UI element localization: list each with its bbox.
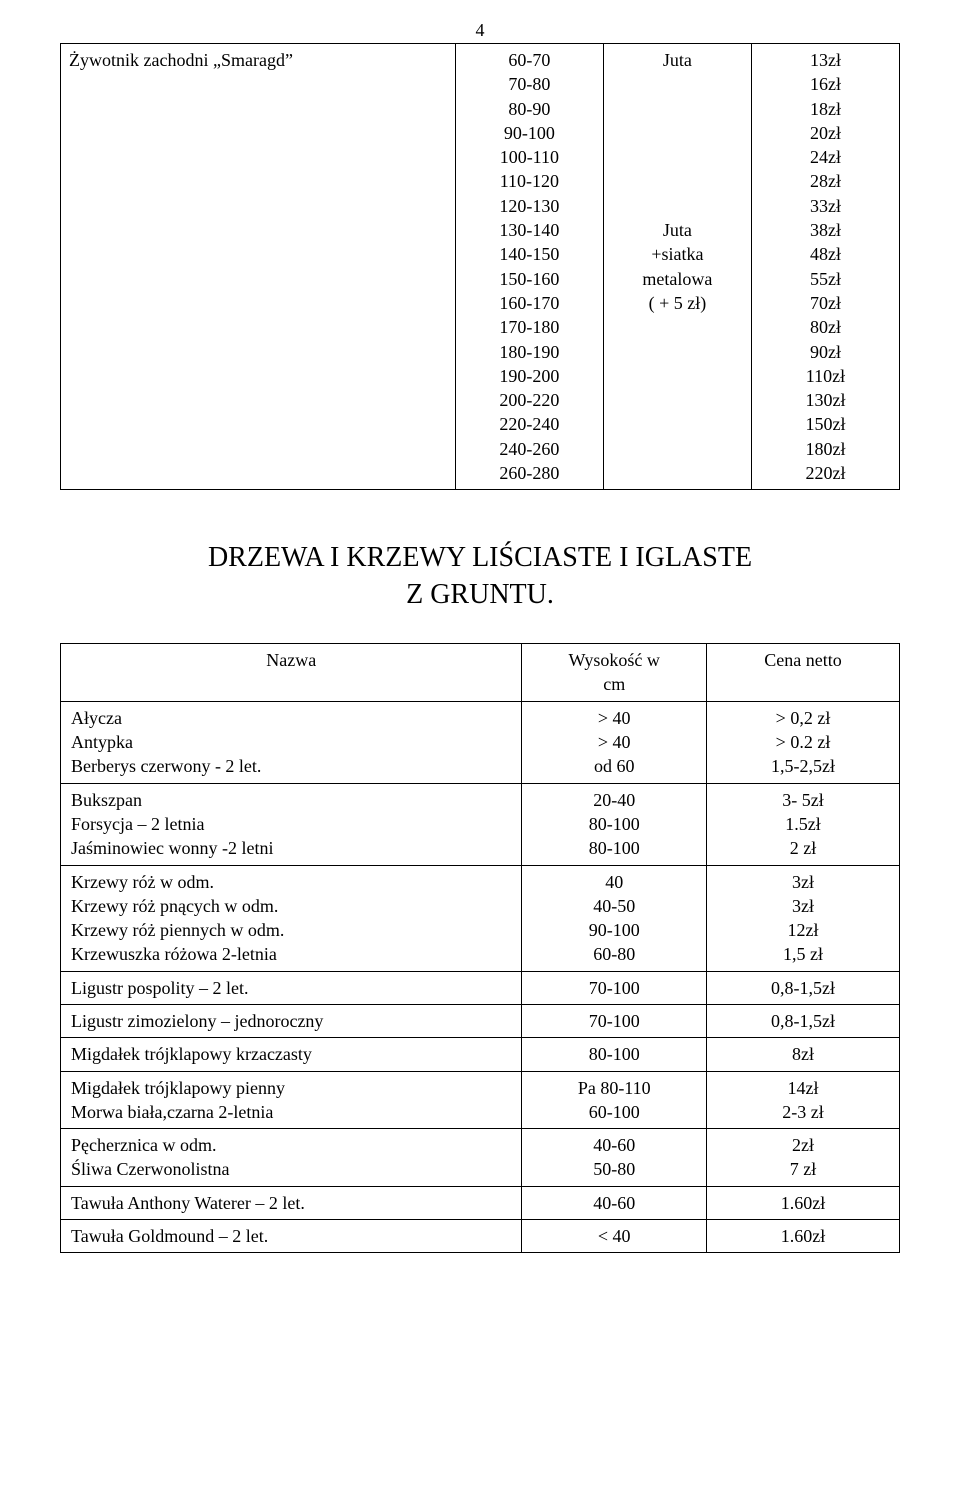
price-cell: 3- 5zł1.5zł2 zł (707, 783, 900, 865)
price-cell: 1.60zł (707, 1220, 900, 1253)
name-cell: BukszpanForsycja – 2 letniaJaśminowiec w… (61, 783, 522, 865)
name-cell: Ligustr pospolity – 2 let. (61, 971, 522, 1004)
table-row: Żywotnik zachodni „Smaragd” 60-7070-8080… (61, 44, 900, 490)
name-cell: Pęcherznica w odm.Śliwa Czerwonolistna (61, 1129, 522, 1187)
plant-name-cell: Żywotnik zachodni „Smaragd” (61, 44, 456, 490)
price-cell: 3zł3zł12zł1,5 zł (707, 865, 900, 971)
page-number: 4 (60, 20, 900, 41)
table-row: Tawuła Goldmound – 2 let.< 401.60zł (61, 1220, 900, 1253)
header-height: Wysokość w cm (522, 644, 707, 702)
name-cell: Tawuła Anthony Waterer – 2 let. (61, 1186, 522, 1219)
name-cell: AłyczaAntypkaBerberys czerwony - 2 let. (61, 701, 522, 783)
price-cell: 2zł7 zł (707, 1129, 900, 1187)
section-title: DRZEWA I KRZEWY LIŚCIASTE I IGLASTE Z GR… (60, 540, 900, 613)
table-row: BukszpanForsycja – 2 letniaJaśminowiec w… (61, 783, 900, 865)
top-table: Żywotnik zachodni „Smaragd” 60-7070-8080… (60, 43, 900, 490)
price-cell: 14zł2-3 zł (707, 1071, 900, 1129)
size-list-cell: 60-7070-8080-9090-100100-110110-120120-1… (455, 44, 603, 490)
price-cell: 0,8-1,5zł (707, 971, 900, 1004)
price-list-table: Nazwa Wysokość w cm Cena netto AłyczaAnt… (60, 643, 900, 1253)
section-title-line2: Z GRUNTU. (406, 579, 554, 610)
price-cell: > 0,2 zł> 0.2 zł1,5-2,5zł (707, 701, 900, 783)
table-row: AłyczaAntypkaBerberys czerwony - 2 let.>… (61, 701, 900, 783)
height-cell: Pa 80-11060-100 (522, 1071, 707, 1129)
table-row: Migdałek trójklapowy piennyMorwa biała,c… (61, 1071, 900, 1129)
table-row: Krzewy róż w odm.Krzewy róż pnących w od… (61, 865, 900, 971)
height-cell: > 40> 40od 60 (522, 701, 707, 783)
table-row: Ligustr zimozielony – jednoroczny70-1000… (61, 1004, 900, 1037)
price-cell: 8zł (707, 1038, 900, 1071)
price-list-cell: 13zł16zł18zł20zł24zł28zł33zł38zł48zł55zł… (751, 44, 899, 490)
price-cell: 1.60zł (707, 1186, 900, 1219)
height-cell: 40-60 (522, 1186, 707, 1219)
price-cell: 0,8-1,5zł (707, 1004, 900, 1037)
table-row: Pęcherznica w odm.Śliwa Czerwonolistna40… (61, 1129, 900, 1187)
height-cell: 4040-5090-10060-80 (522, 865, 707, 971)
table-row: Migdałek trójklapowy krzaczasty80-1008zł (61, 1038, 900, 1071)
height-cell: 80-100 (522, 1038, 707, 1071)
name-cell: Migdałek trójklapowy piennyMorwa biała,c… (61, 1071, 522, 1129)
table-row: Tawuła Anthony Waterer – 2 let.40-601.60… (61, 1186, 900, 1219)
height-cell: 70-100 (522, 971, 707, 1004)
header-height-l2: cm (603, 674, 625, 694)
name-cell: Migdałek trójklapowy krzaczasty (61, 1038, 522, 1071)
section-title-line1: DRZEWA I KRZEWY LIŚCIASTE I IGLASTE (208, 542, 752, 573)
height-cell: 70-100 (522, 1004, 707, 1037)
name-cell: Krzewy róż w odm.Krzewy róż pnących w od… (61, 865, 522, 971)
height-cell: < 40 (522, 1220, 707, 1253)
table-header-row: Nazwa Wysokość w cm Cena netto (61, 644, 900, 702)
name-cell: Tawuła Goldmound – 2 let. (61, 1220, 522, 1253)
header-height-l1: Wysokość w (569, 650, 660, 670)
height-cell: 40-6050-80 (522, 1129, 707, 1187)
name-cell: Ligustr zimozielony – jednoroczny (61, 1004, 522, 1037)
height-cell: 20-4080-10080-100 (522, 783, 707, 865)
table-row: Ligustr pospolity – 2 let.70-1000,8-1,5z… (61, 971, 900, 1004)
header-price: Cena netto (707, 644, 900, 702)
header-name: Nazwa (61, 644, 522, 702)
material-cell: Juta Juta+siatkametalowa( + 5 zł) (603, 44, 751, 490)
